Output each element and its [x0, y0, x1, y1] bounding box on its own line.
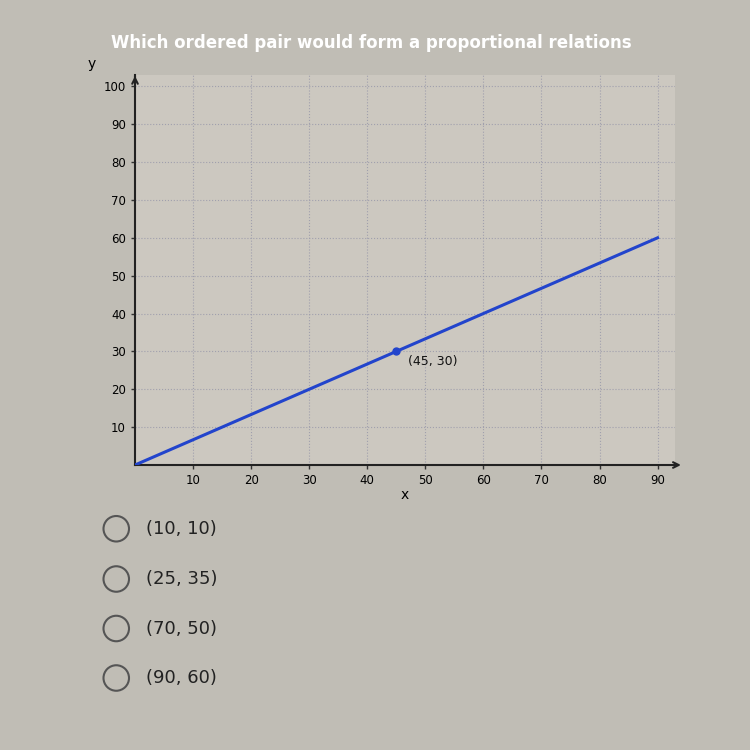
Text: (10, 10): (10, 10) [146, 520, 217, 538]
Text: y: y [88, 57, 96, 71]
Text: (25, 35): (25, 35) [146, 570, 218, 588]
Text: (70, 50): (70, 50) [146, 620, 218, 638]
Text: (45, 30): (45, 30) [408, 355, 458, 368]
Text: (90, 60): (90, 60) [146, 669, 218, 687]
Text: Which ordered pair would form a proportional relations: Which ordered pair would form a proporti… [110, 34, 632, 53]
X-axis label: x: x [400, 488, 409, 502]
